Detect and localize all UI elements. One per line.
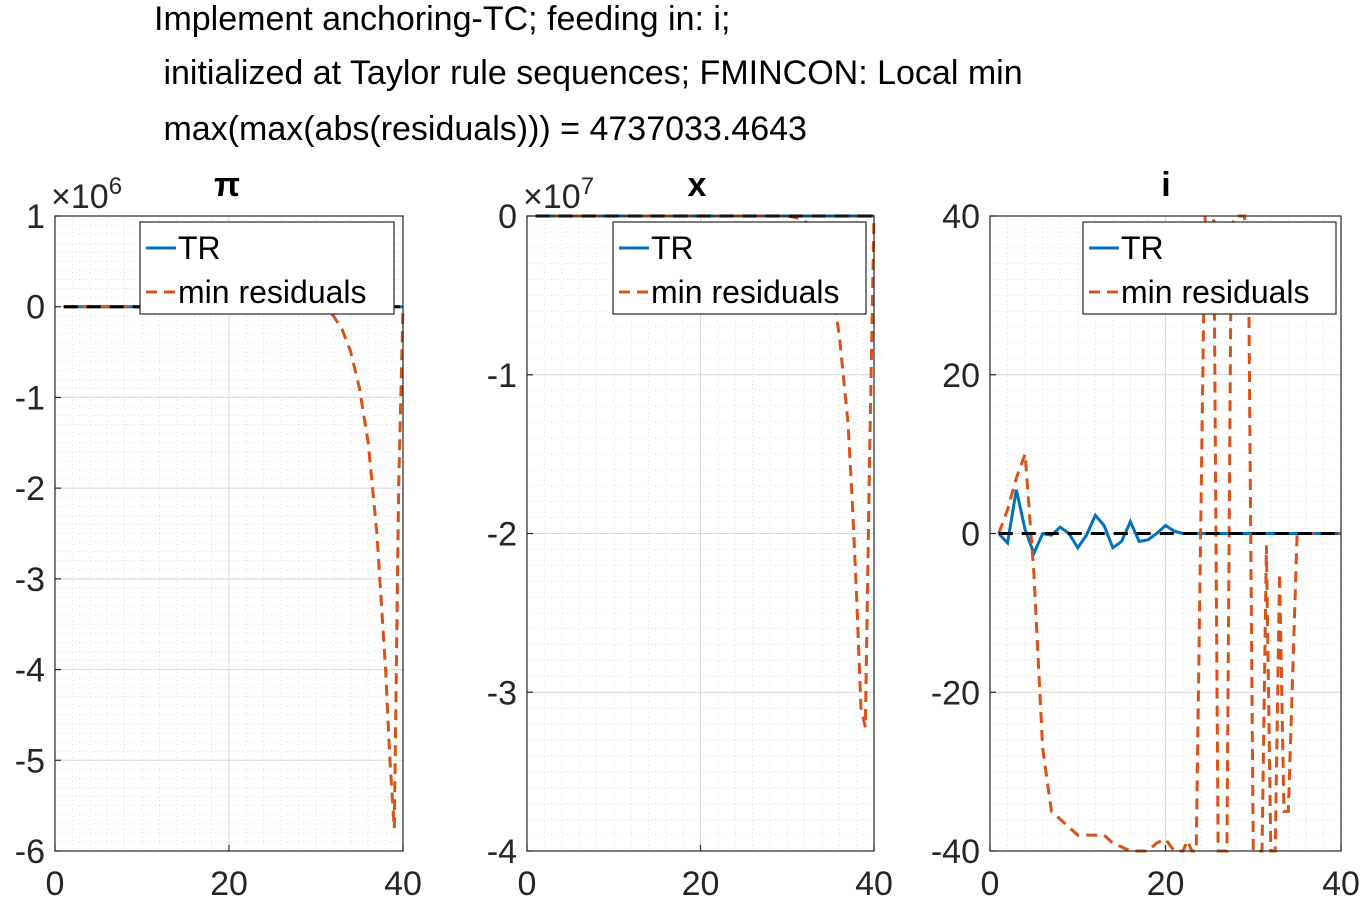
subplot-title: π [214,166,240,204]
y-tick-label: -3 [15,561,45,599]
y-tick-label: -3 [487,674,517,712]
x-tick-label: 0 [981,865,1000,902]
x-tick-label: 40 [855,865,893,902]
y-exponent-label: ×107 [523,173,594,216]
y-tick-label: 20 [942,357,980,395]
x-tick-label: 40 [384,865,422,902]
x-tick-label: 20 [682,865,720,902]
series-min-residuals-line [535,214,876,728]
x-tick-label: 20 [1147,865,1185,902]
legend-label: TR [651,230,694,266]
title-line-1: Implement anchoring-TC; feeding in: i; [154,0,731,38]
legend-label: min residuals [651,274,840,310]
legend-label: min residuals [1121,274,1310,310]
series-min-residuals-line [63,305,405,829]
subplot-3: 0 20 40 40 20 0 -20 -40 i TR min residuals [931,166,1360,902]
legend: TR min residuals [1082,221,1337,315]
y-tick-label: 40 [942,198,980,236]
subplot-1: 0 20 40 1 0 -1 -2 -3 -4 -5 -6 ×106 π TR min residuals [15,166,422,902]
y-tick-label: -5 [15,742,45,780]
x-tick-label: 20 [210,865,248,902]
legend-label: TR [1121,230,1164,266]
x-tick-label: 0 [46,865,65,902]
y-tick-label: 0 [498,198,517,236]
y-exponent-label: ×106 [51,173,122,216]
legend-box [1082,221,1337,315]
y-tick-label: -4 [487,833,517,871]
legend-label: min residuals [178,274,367,310]
legend-box [612,221,867,315]
legend-box [139,221,395,315]
subplot-title: i [1161,166,1170,204]
y-tick-label: 1 [26,198,45,236]
legend: TR min residuals [612,221,867,315]
y-tick-label: -2 [15,470,45,508]
x-tick-label: 40 [1322,865,1360,902]
subplot-title: x [688,166,707,204]
y-tick-label: -40 [931,833,980,871]
title-line-3: max(max(abs(residuals))) = 4737033.4643 [154,110,807,148]
y-tick-label: -4 [15,652,45,690]
y-tick-label: -1 [15,379,45,417]
y-tick-label: 0 [26,289,45,327]
y-tick-label: -1 [487,357,517,395]
y-tick-label: -20 [931,674,980,712]
y-tick-label: -2 [487,516,517,554]
y-tick-label: 0 [961,516,980,554]
legend-label: TR [178,230,221,266]
legend: TR min residuals [139,221,395,315]
figure-title: Implement anchoring-TC; feeding in: i; i… [0,0,1368,160]
subplot-2: 0 20 40 0 -1 -2 -3 -4 ×107 x TR min residuals [487,166,893,902]
title-line-2: initialized at Taylor rule sequences; FM… [154,54,1023,92]
x-tick-label: 0 [518,865,537,902]
y-tick-label: -6 [15,833,45,871]
